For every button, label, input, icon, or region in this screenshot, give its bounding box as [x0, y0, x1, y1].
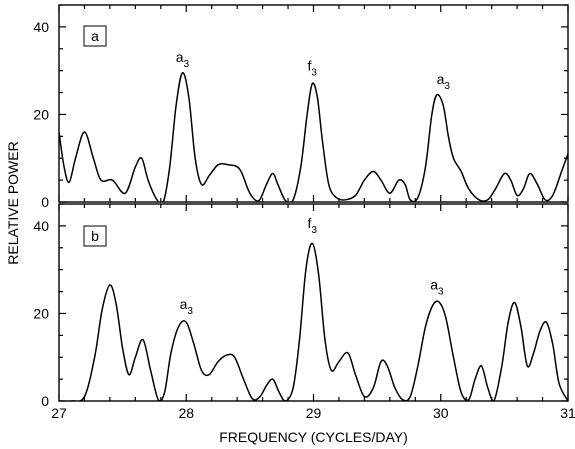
y-tick-label: 20 [33, 106, 49, 122]
y-tick-label: 0 [41, 393, 49, 409]
peak-label-subscript: 3 [444, 81, 450, 92]
panel-a-frame [58, 4, 569, 203]
panel-b-tag-box [83, 225, 107, 247]
peak-label-letter: a [180, 296, 188, 312]
peak-label-a3: a3 [437, 71, 451, 92]
peak-label-subscript: 3 [184, 59, 190, 70]
peak-label-subscript: 3 [187, 306, 193, 317]
y-tick-label: 0 [41, 194, 49, 210]
peak-label-a3: a3 [180, 296, 194, 317]
peak-label-f3: f3 [308, 215, 318, 236]
x-axis-label: FREQUENCY (CYCLES/DAY) [219, 429, 408, 445]
x-tick-label: 27 [51, 405, 67, 421]
peak-label-letter: f [308, 215, 312, 231]
panel-a-tag-box [83, 25, 107, 47]
x-tick-label: 30 [433, 405, 449, 421]
panel-a-power-curve [59, 72, 568, 202]
x-tick-label: 31 [560, 405, 575, 421]
panel-a-tag: a [91, 28, 99, 44]
peak-label-subscript: 3 [438, 286, 444, 297]
peak-label-letter: a [430, 276, 438, 292]
x-tick-label: 28 [178, 405, 194, 421]
peak-label-f3: f3 [308, 58, 318, 79]
peak-label-letter: a [437, 71, 445, 87]
peak-label-letter: f [308, 58, 312, 74]
peak-label-a3: a3 [176, 49, 190, 70]
y-axis-label: RELATIVE POWER [5, 141, 21, 264]
panel-b-tag: b [91, 228, 99, 244]
x-tick-label: 29 [306, 405, 322, 421]
y-tick-label: 20 [33, 305, 49, 321]
y-tick-label: 40 [33, 19, 49, 35]
peak-label-letter: a [176, 49, 184, 65]
peak-label-subscript: 3 [311, 225, 317, 236]
peak-label-subscript: 3 [311, 68, 317, 79]
peak-label-a3: a3 [430, 276, 444, 297]
panel-b-power-curve [59, 242, 568, 401]
y-tick-label: 40 [33, 218, 49, 234]
